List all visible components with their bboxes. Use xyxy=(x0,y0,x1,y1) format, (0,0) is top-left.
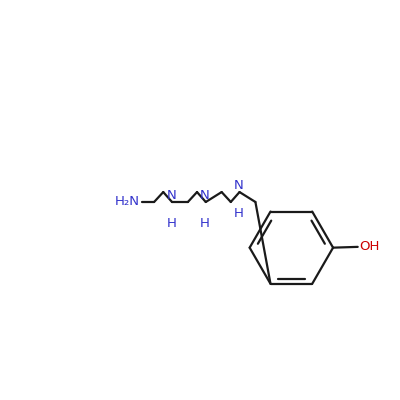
Text: H: H xyxy=(200,217,210,230)
Text: N: N xyxy=(234,179,244,192)
Text: H₂N: H₂N xyxy=(115,196,140,208)
Text: OH: OH xyxy=(360,240,380,253)
Text: N: N xyxy=(166,188,176,202)
Text: H: H xyxy=(234,207,244,220)
Text: N: N xyxy=(200,188,210,202)
Text: H: H xyxy=(166,217,176,230)
